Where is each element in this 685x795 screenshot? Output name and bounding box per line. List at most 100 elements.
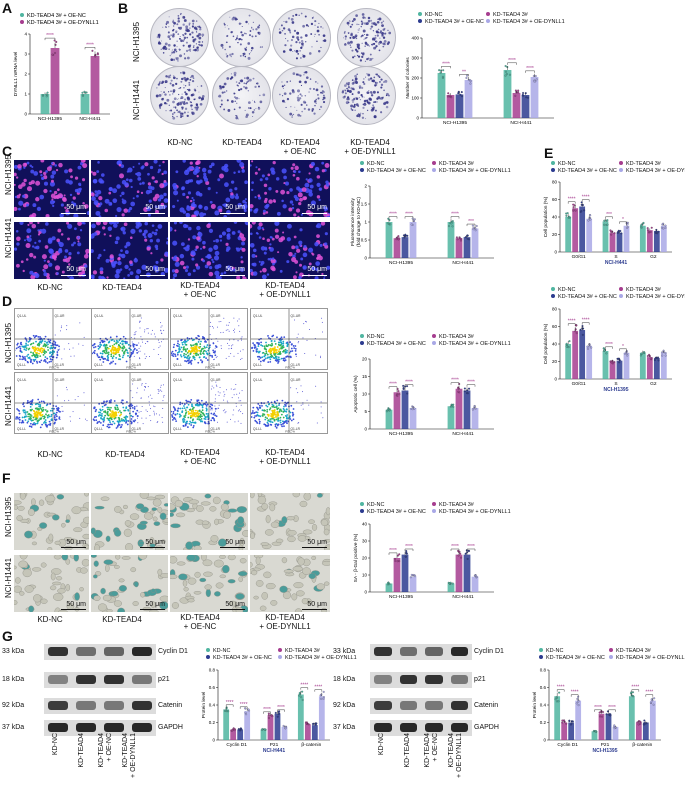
colony-dish <box>212 8 271 67</box>
sig-label: **** <box>226 700 234 706</box>
data-point <box>532 75 535 78</box>
data-point <box>298 692 301 695</box>
legend-label: KD-NC <box>367 161 384 167</box>
data-point <box>581 327 584 330</box>
data-point <box>617 229 620 232</box>
data-point <box>466 234 469 237</box>
flow-x-axis-label: FITC-A <box>49 366 59 370</box>
flow-quadrant-label: Q1-UR <box>211 378 222 382</box>
flow-x-axis-label: FITC-A <box>285 430 295 434</box>
flow-plot: Q1-UL Q1-UR Q1-LL Q1-LR FITC-A <box>91 308 169 370</box>
data-point <box>41 94 44 97</box>
data-point <box>555 696 558 699</box>
data-point <box>261 728 264 731</box>
data-point <box>575 332 578 335</box>
fluorescence-image: 50 μm <box>170 222 248 279</box>
data-point <box>402 387 405 390</box>
c-col-label-3: KD-TEAD4 + OE-NC <box>180 281 220 299</box>
sig-bracket <box>263 711 271 714</box>
blot-band <box>450 675 468 684</box>
data-point <box>446 95 449 98</box>
panel-label-b: B <box>118 0 129 16</box>
data-point <box>247 708 250 711</box>
data-point <box>632 695 635 698</box>
data-point <box>649 230 652 233</box>
b-col-label-2: KD-TEAD4 <box>222 138 262 147</box>
bar <box>653 231 660 252</box>
protein-label: GAPDH <box>158 724 183 731</box>
sig-bracket <box>44 37 56 41</box>
data-point <box>455 236 458 239</box>
data-point <box>45 93 48 96</box>
sig-bracket <box>608 709 616 712</box>
data-point <box>603 219 606 222</box>
data-point <box>650 357 653 360</box>
bar <box>455 388 463 429</box>
legend-label: KD-TEAD4 3# <box>626 287 662 293</box>
data-point <box>625 226 628 229</box>
data-point <box>557 700 560 703</box>
data-point <box>312 722 315 725</box>
bar <box>318 696 325 740</box>
data-point <box>600 710 603 713</box>
flow-quadrant-label: Q1-UR <box>291 378 302 382</box>
data-point <box>611 362 614 365</box>
flow-quadrant-label: Q1-LL <box>173 427 182 431</box>
legend-swatch <box>432 341 436 345</box>
data-point <box>568 720 571 723</box>
data-point <box>643 719 646 722</box>
bar <box>447 222 455 258</box>
scale-bar-label: 50 μm <box>225 601 245 608</box>
data-point <box>267 714 270 717</box>
data-point <box>46 94 49 97</box>
colony-dish <box>272 66 331 125</box>
data-point <box>471 224 474 227</box>
data-point <box>447 581 450 584</box>
data-point <box>473 574 476 577</box>
flow-quadrant-label: Q1-UR <box>132 314 143 318</box>
data-point <box>646 227 649 230</box>
blot-band <box>399 647 417 656</box>
data-point <box>396 554 399 557</box>
sig-bracket <box>450 216 460 219</box>
data-point <box>580 210 583 213</box>
bar <box>660 352 667 379</box>
protein-label: Cyclin D1 <box>474 648 504 655</box>
data-point <box>306 723 309 726</box>
data-point <box>588 343 591 346</box>
legend-label: KD-TEAD4 3# + OE-NC <box>367 341 426 347</box>
sig-bracket <box>619 221 627 224</box>
y-tick-label: 300 <box>411 56 419 61</box>
data-point <box>588 214 591 217</box>
flow-x-axis-label: FITC-A <box>126 430 136 434</box>
y-axis-label: Number of colonies <box>405 57 411 99</box>
data-point <box>565 342 568 345</box>
data-point <box>263 728 266 731</box>
data-point <box>322 696 325 699</box>
chart-C: 0 0.5 1 1.5 2 Fluorescence intensity(fold cha… <box>350 184 494 266</box>
legend-label: KD-TEAD4 3# <box>285 648 321 654</box>
data-point <box>394 559 397 562</box>
data-point <box>474 227 477 230</box>
data-point <box>284 726 287 729</box>
legend-swatch <box>360 168 364 172</box>
flow-x-axis-label: FITC-A <box>126 366 136 370</box>
data-point <box>394 557 397 560</box>
data-point <box>568 215 571 218</box>
sig-label: **** <box>608 705 616 711</box>
data-point <box>575 324 578 327</box>
flow-quadrant-label: Q1-UL <box>253 314 263 318</box>
legend-swatch <box>432 509 436 513</box>
bar <box>586 218 593 252</box>
legend-swatch <box>206 655 210 659</box>
data-point <box>315 722 318 725</box>
x-tick-label: Cyclin D1 <box>557 742 578 748</box>
data-point <box>244 707 247 710</box>
data-point <box>387 581 390 584</box>
legend-label: KD-TEAD4 3# + OE-NC <box>546 655 605 661</box>
bar <box>568 722 575 740</box>
bar <box>401 237 409 258</box>
legend-swatch <box>206 648 210 652</box>
y-tick-label: 20 <box>552 232 558 237</box>
flow-quadrant-label: Q1-LR <box>211 427 221 431</box>
